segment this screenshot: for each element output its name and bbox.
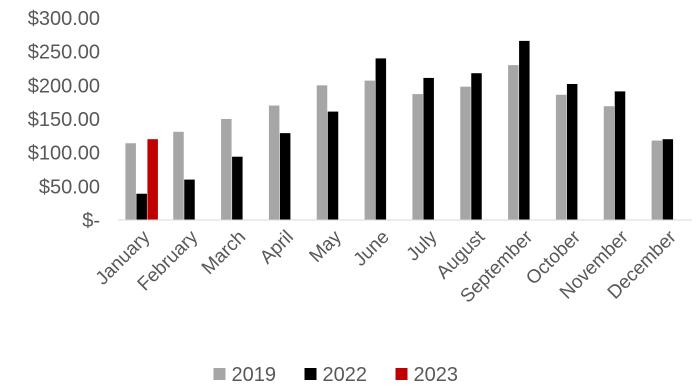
legend-swatch-2023 bbox=[395, 368, 408, 380]
bar-2019-june bbox=[364, 80, 376, 221]
bar-2019-december bbox=[651, 140, 663, 220]
bar-2019-august bbox=[460, 86, 471, 221]
bar-2022-november bbox=[614, 91, 626, 220]
legend-swatch-2019 bbox=[213, 368, 226, 380]
bar-2022-may bbox=[327, 111, 339, 220]
bar-2022-june bbox=[375, 58, 387, 221]
bar-2019-july bbox=[412, 94, 423, 220]
bar-2019-october bbox=[555, 94, 567, 220]
bar-2022-august bbox=[471, 73, 482, 220]
bar-2019-march bbox=[221, 119, 232, 220]
bar-2023-january bbox=[147, 139, 158, 220]
legend: 2019 2022 2023 bbox=[213, 364, 459, 386]
bar-2022-september bbox=[519, 40, 530, 220]
bar-2022-october bbox=[566, 83, 578, 220]
bar-2022-march bbox=[232, 156, 243, 220]
x-tick-label: April bbox=[256, 227, 298, 269]
bar-2022-april bbox=[279, 133, 291, 220]
legend-label-2019: 2019 bbox=[232, 364, 277, 386]
bar-2022-july bbox=[423, 77, 434, 220]
y-tick-label: $200.00 bbox=[28, 75, 100, 97]
bars bbox=[125, 40, 674, 221]
y-tick-label: $- bbox=[82, 210, 100, 232]
x-tick-label: March bbox=[198, 227, 250, 279]
bar-2022-january bbox=[136, 193, 147, 220]
legend-label-2022: 2022 bbox=[323, 364, 368, 386]
y-tick-label: $300.00 bbox=[28, 8, 100, 30]
bar-2022-december bbox=[662, 139, 674, 220]
x-tick-label: June bbox=[350, 227, 394, 271]
y-tick-label: $100.00 bbox=[28, 143, 100, 165]
y-tick-label: $250.00 bbox=[28, 42, 100, 64]
legend-label-2023: 2023 bbox=[414, 364, 459, 386]
bar-2022-february bbox=[184, 179, 195, 220]
x-tick-label: July bbox=[403, 226, 442, 265]
bar-2019-may bbox=[316, 85, 328, 220]
legend-swatch-2022 bbox=[304, 368, 317, 380]
y-tick-label: $50.00 bbox=[39, 176, 100, 198]
bar-2019-april bbox=[268, 105, 280, 220]
x-tick-label: May bbox=[306, 226, 347, 267]
bar-2019-january bbox=[125, 143, 136, 220]
y-axis: $- $50.00 $100.00 $150.00 $200.00 $250.00 $300… bbox=[28, 8, 100, 232]
bar-2019-february bbox=[173, 131, 184, 220]
y-tick-label: $150.00 bbox=[28, 109, 100, 131]
bar-2019-november bbox=[603, 106, 615, 220]
bar-2019-september bbox=[508, 65, 519, 220]
